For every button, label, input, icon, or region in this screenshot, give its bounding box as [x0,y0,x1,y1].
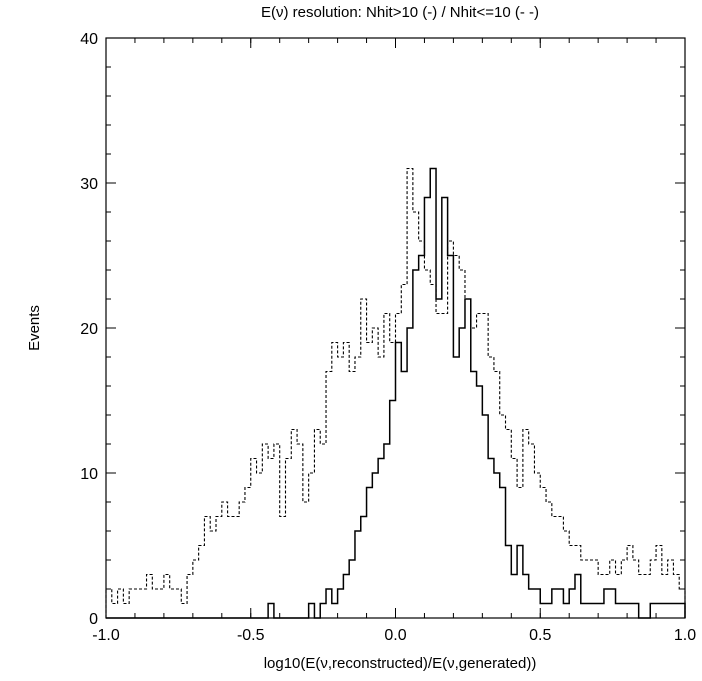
x-tick-label: -0.5 [237,627,265,644]
x-axis-label: log10(E(ν,reconstructed)/E(ν,generated)) [264,655,537,672]
y-tick-label: 10 [80,466,98,483]
series-layer [105,167,686,619]
histogram-series-dashed [105,167,686,618]
x-tick-label: 0.0 [384,627,406,644]
plot-frame [105,37,686,619]
y-tick-label: 0 [89,611,98,628]
y-axis-label: Events [26,305,43,351]
x-tick-label: -1.0 [92,627,120,644]
y-tick-label: 40 [80,31,98,48]
ticks-layer: -1.0 -0.5 0.0 0.5 1.0 0 10 20 30 40 [80,31,696,644]
chart-title: E(ν) resolution: Nhit>10 (-) / Nhit<=10 … [261,4,539,21]
x-tick-label: 0.5 [529,627,551,644]
y-tick-label: 20 [80,321,98,338]
histogram-series-solid [106,167,686,619]
y-tick-label: 30 [80,176,98,193]
x-tick-label: 1.0 [674,627,696,644]
